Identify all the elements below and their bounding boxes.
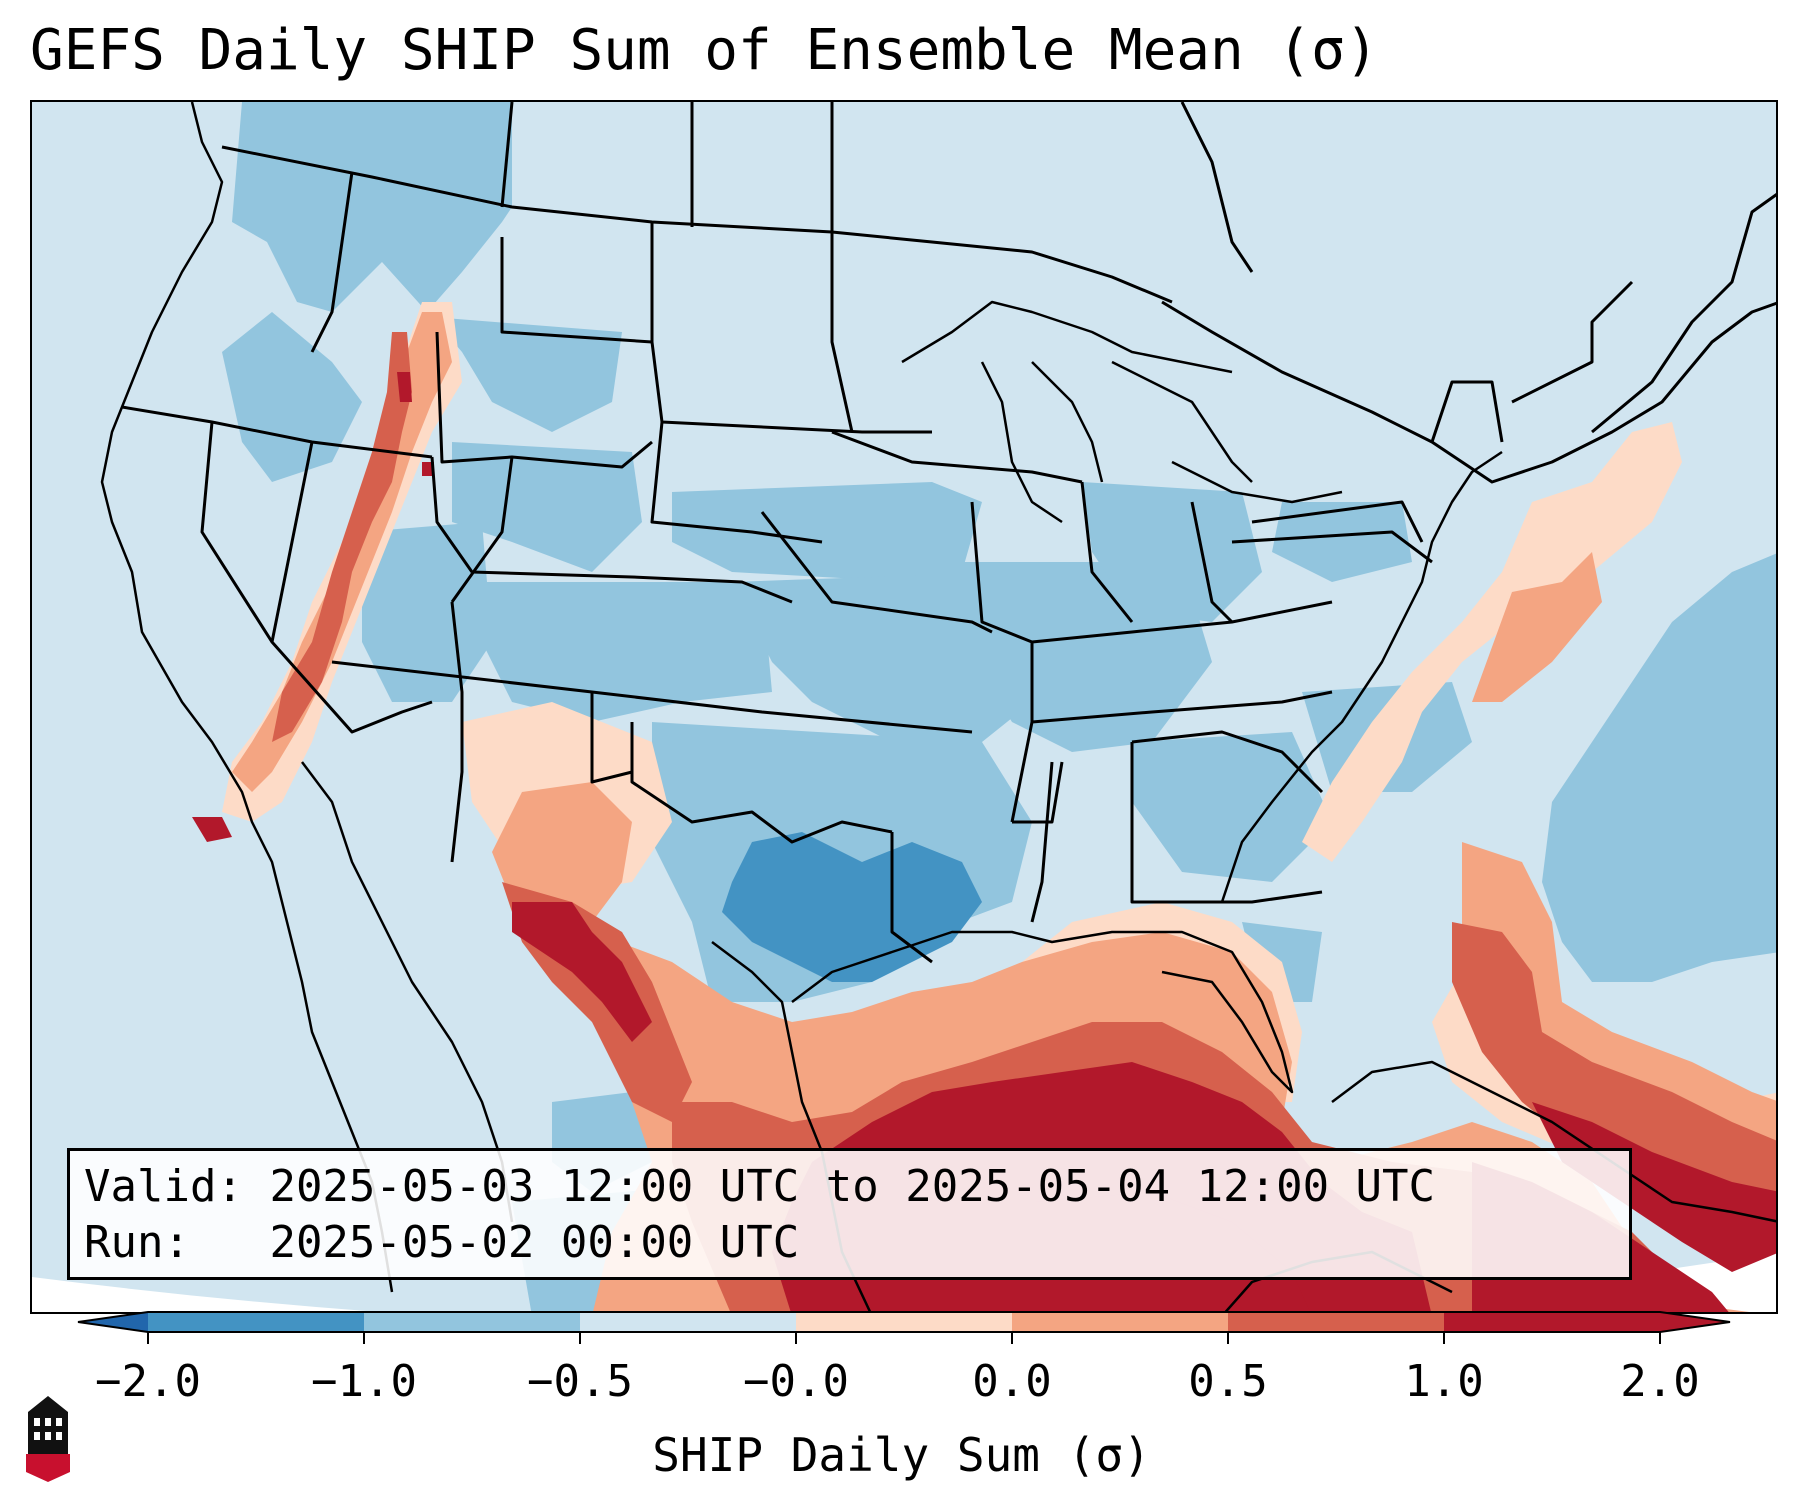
colorbar-tick-label: 0.5 [1188,1356,1267,1407]
colorbar-segment [1228,1312,1445,1332]
valid-time-range: 2025-05-03 12:00 UTC to 2025-05-04 12:00… [269,1161,1436,1212]
colorbar-tick-label: 1.0 [1404,1356,1483,1407]
colorbar-extend-low [78,1312,148,1332]
niu-logo [20,1392,76,1484]
valid-label: Valid: [84,1161,243,1212]
colorbar-tick-label: −0.5 [527,1356,633,1407]
colorbar-tick-label: 2.0 [1620,1356,1699,1407]
valid-run-info-box: Valid: 2025-05-03 12:00 UTC to 2025-05-0… [67,1148,1632,1280]
colorbar-tick-label: −1.0 [311,1356,417,1407]
colorbar-segment [364,1312,581,1332]
colorbar-tick-label: 0.0 [972,1356,1051,1407]
colorbar-canvas: −2.0 −1.0 −0.5 −0.0 0.0 0.5 1.0 2.0 [77,1311,1731,1407]
map-canvas [32,102,1776,1312]
colorbar-segment [1444,1312,1661,1332]
map-panel[interactable] [30,100,1778,1314]
map-title: GEFS Daily SHIP Sum of Ensemble Mean (σ) [30,18,1379,83]
run-time: 2025-05-02 00:00 UTC [269,1217,800,1268]
run-label: Run: [84,1217,190,1268]
coastlines [100,102,1776,1312]
colorbar-tick-label: −2.0 [95,1356,201,1407]
political-borders [121,102,1776,964]
colorbar-label: SHIP Daily Sum (σ) [652,1428,1151,1482]
colorbar-segment [148,1312,365,1332]
colorbar-tick-label: −0.0 [743,1356,849,1407]
colorbar-segment [796,1312,1013,1332]
colorbar-segment [1012,1312,1229,1332]
colorbar-extend-high [1660,1312,1730,1332]
colorbar-segment [580,1312,797,1332]
colorbar: −2.0 −1.0 −0.5 −0.0 0.0 0.5 1.0 2.0 [60,1310,1740,1460]
